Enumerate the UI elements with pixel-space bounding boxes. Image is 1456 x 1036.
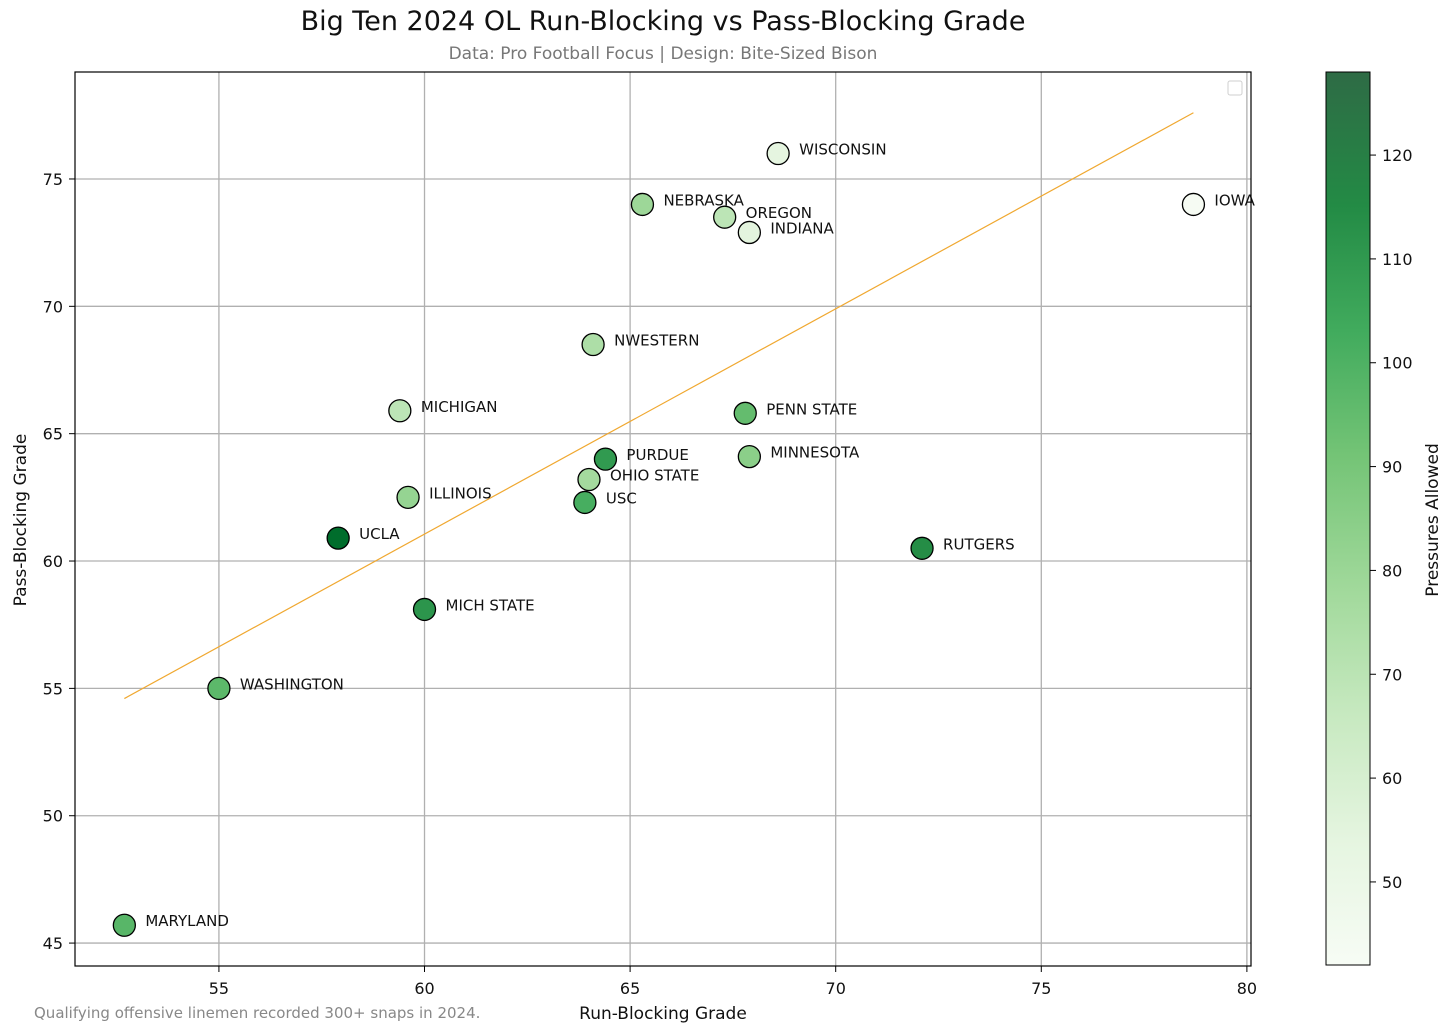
colorbar-ticks: 50 60 70 80 90 100 110 120 <box>1370 146 1413 892</box>
data-point <box>593 447 618 471</box>
data-points <box>112 141 1206 937</box>
x-tick-label: 60 <box>414 979 434 998</box>
point-label: USC <box>606 489 637 507</box>
y-tick-label: 75 <box>43 170 63 189</box>
data-point <box>1181 192 1206 217</box>
point-label: IOWA <box>1214 191 1255 209</box>
colorbar-tick-label: 90 <box>1382 458 1402 477</box>
data-point <box>766 141 790 166</box>
point-label: OREGON <box>746 204 812 222</box>
point-label: NEBRASKA <box>663 191 744 209</box>
data-point <box>737 444 761 469</box>
y-tick-label: 45 <box>43 934 63 953</box>
x-tick-label: 65 <box>620 979 640 998</box>
point-label: WASHINGTON <box>240 675 344 693</box>
colorbar-tick-label: 70 <box>1382 665 1402 684</box>
point-label: NWESTERN <box>614 332 699 350</box>
point-label: WISCONSIN <box>799 141 886 159</box>
legend-box <box>1227 80 1243 96</box>
colorbar-tick-label: 60 <box>1382 769 1402 788</box>
point-label: MICH STATE <box>446 596 535 614</box>
colorbar-tick-label: 100 <box>1382 354 1413 373</box>
y-axis-label: Pass-Blocking Grade <box>11 434 31 607</box>
point-label: ILLINOIS <box>429 484 492 502</box>
data-point <box>326 526 350 550</box>
colorbar-tick-label: 50 <box>1382 873 1402 892</box>
data-point <box>713 205 737 229</box>
data-point <box>910 536 934 560</box>
chart-footnote: Qualifying offensive linemen recorded 30… <box>34 1004 481 1022</box>
x-axis-ticks: 55 60 65 70 75 80 <box>209 966 1257 998</box>
point-label: MICHIGAN <box>421 398 498 416</box>
x-tick-label: 70 <box>826 979 846 998</box>
colorbar-tick-label: 120 <box>1382 146 1413 165</box>
y-tick-label: 60 <box>43 552 63 571</box>
data-point <box>388 399 412 423</box>
colorbar <box>1325 71 1371 966</box>
data-point <box>207 676 231 701</box>
data-point <box>581 332 605 357</box>
x-tick-label: 75 <box>1031 979 1051 998</box>
point-label: UCLA <box>359 525 400 543</box>
trend-line <box>124 112 1194 700</box>
y-axis-ticks: 45 50 55 60 65 70 75 <box>43 170 75 953</box>
point-label: MINNESOTA <box>770 444 860 462</box>
point-label: OHIO STATE <box>610 467 699 485</box>
point-label: RUTGERS <box>943 535 1015 553</box>
data-point <box>412 597 437 622</box>
colorbar-tick-label: 80 <box>1382 561 1402 580</box>
x-tick-label: 55 <box>209 979 229 998</box>
trend-line-group <box>124 112 1194 700</box>
x-axis-label: Run-Blocking Grade <box>579 1004 747 1024</box>
colorbar-label: Pressures Allowed <box>1423 443 1443 596</box>
y-tick-label: 55 <box>43 679 63 698</box>
data-point <box>577 467 601 492</box>
data-point <box>396 485 420 510</box>
plot-frame <box>74 71 1252 967</box>
colorbar-tick-label: 110 <box>1382 250 1413 269</box>
point-label: PENN STATE <box>766 400 857 418</box>
point-label: INDIANA <box>770 219 834 237</box>
grid-lines <box>75 72 1251 966</box>
chart-title: Big Ten 2024 OL Run-Blocking vs Pass-Blo… <box>300 6 1026 37</box>
y-tick-label: 50 <box>43 807 63 826</box>
point-label: MARYLAND <box>145 912 229 930</box>
x-tick-label: 80 <box>1237 979 1257 998</box>
data-point <box>112 913 136 937</box>
data-point <box>737 220 761 245</box>
data-point <box>733 401 757 425</box>
point-label: PURDUE <box>626 446 688 464</box>
y-tick-label: 65 <box>43 425 63 444</box>
data-point <box>630 192 655 217</box>
chart-subtitle: Data: Pro Football Focus | Design: Bite-… <box>448 44 878 64</box>
y-tick-label: 70 <box>43 297 63 316</box>
data-point <box>573 490 597 515</box>
